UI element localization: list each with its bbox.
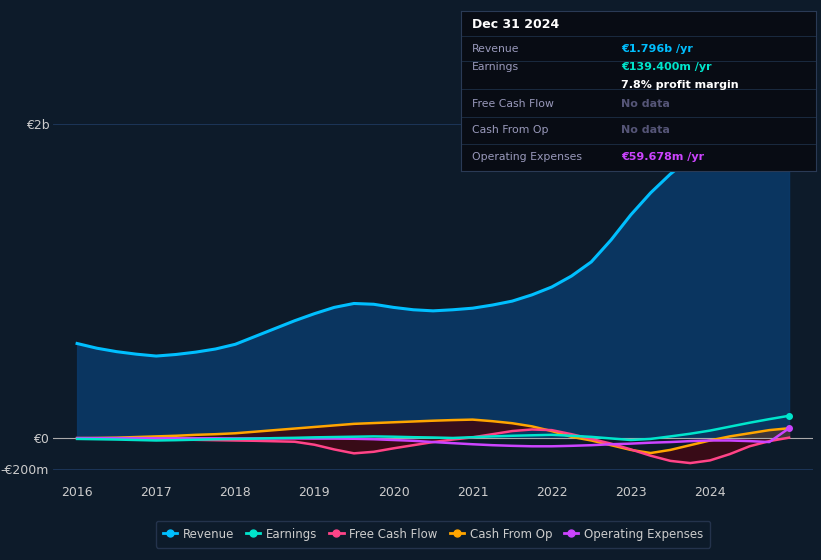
- Text: Cash From Op: Cash From Op: [472, 125, 548, 135]
- Text: No data: No data: [621, 99, 670, 109]
- Text: €139.400m /yr: €139.400m /yr: [621, 62, 712, 72]
- Text: Dec 31 2024: Dec 31 2024: [472, 17, 559, 31]
- Text: Earnings: Earnings: [472, 62, 519, 72]
- Text: 7.8% profit margin: 7.8% profit margin: [621, 80, 739, 90]
- Text: No data: No data: [621, 125, 670, 135]
- Text: €1.796b /yr: €1.796b /yr: [621, 44, 693, 54]
- Text: Revenue: Revenue: [472, 44, 520, 54]
- Text: Operating Expenses: Operating Expenses: [472, 152, 582, 162]
- Text: Free Cash Flow: Free Cash Flow: [472, 99, 554, 109]
- Legend: Revenue, Earnings, Free Cash Flow, Cash From Op, Operating Expenses: Revenue, Earnings, Free Cash Flow, Cash …: [156, 521, 710, 548]
- Text: €59.678m /yr: €59.678m /yr: [621, 152, 704, 162]
